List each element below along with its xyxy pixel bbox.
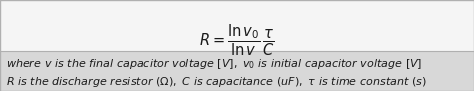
Text: $R = \dfrac{\ln v_0}{\ln v}\,\dfrac{\tau}{C}$: $R = \dfrac{\ln v_0}{\ln v}\,\dfrac{\tau… <box>199 22 275 58</box>
Text: $\mathit{R\ is\ the\ discharge\ resistor\ (\Omega),\ C\ is\ capacitance\ (uF),\ : $\mathit{R\ is\ the\ discharge\ resistor… <box>6 75 427 89</box>
Bar <box>0 0 474 51</box>
Bar <box>0 51 474 91</box>
Text: $\mathit{where\ v\ is\ the\ final\ capacitor\ voltage\ [V],\ v_0\ is\ initial\ c: $\mathit{where\ v\ is\ the\ final\ capac… <box>6 57 422 71</box>
